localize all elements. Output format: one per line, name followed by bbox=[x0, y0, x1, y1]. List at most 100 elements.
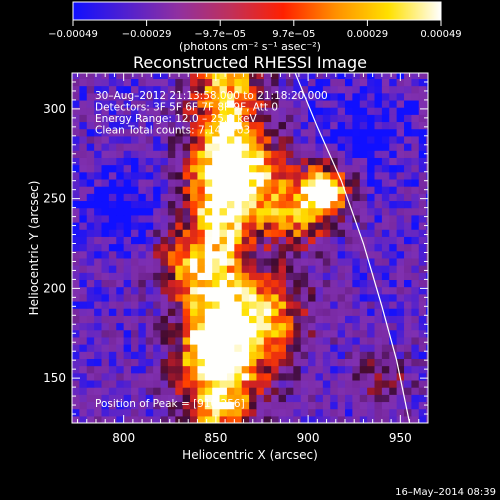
heatmap-cell bbox=[367, 121, 376, 130]
heatmap-cell bbox=[300, 243, 309, 252]
heatmap-cell bbox=[271, 178, 280, 187]
heatmap-cell bbox=[411, 387, 420, 395]
heatmap-cell bbox=[344, 164, 353, 173]
heatmap-cell bbox=[293, 265, 302, 273]
heatmap-cell bbox=[197, 229, 206, 237]
heatmap-cell bbox=[160, 178, 169, 187]
heatmap-cell bbox=[197, 92, 206, 101]
heatmap-cell bbox=[344, 387, 353, 395]
heatmap-cell bbox=[293, 157, 302, 166]
heatmap-cell bbox=[249, 272, 258, 281]
heatmap-cell bbox=[352, 92, 361, 101]
heatmap-cell bbox=[418, 351, 427, 359]
heatmap-cell bbox=[300, 379, 309, 388]
heatmap-cell bbox=[315, 401, 324, 410]
heatmap-cell bbox=[374, 99, 383, 108]
heatmap-cell bbox=[219, 293, 228, 302]
heatmap-cell bbox=[293, 415, 302, 423]
heatmap-cell bbox=[212, 236, 221, 245]
heatmap-cell bbox=[263, 85, 272, 94]
heatmap-cell bbox=[108, 99, 117, 108]
heatmap-cell bbox=[138, 257, 147, 266]
heatmap-cell bbox=[352, 193, 361, 202]
heatmap-cell bbox=[322, 114, 331, 123]
heatmap-cell bbox=[72, 229, 80, 237]
heatmap-cell bbox=[381, 265, 390, 273]
heatmap-cell bbox=[212, 121, 221, 130]
heatmap-cell bbox=[86, 236, 95, 245]
heatmap-cell bbox=[263, 236, 272, 245]
heatmap-cell bbox=[160, 401, 169, 410]
heatmap-cell bbox=[322, 250, 331, 259]
heatmap-cell bbox=[182, 358, 191, 367]
heatmap-cell bbox=[167, 164, 176, 173]
heatmap-cell bbox=[418, 415, 427, 423]
heatmap-cell bbox=[138, 107, 147, 115]
heatmap-cell bbox=[389, 265, 398, 273]
heatmap-cell bbox=[116, 128, 125, 137]
heatmap-cell bbox=[72, 143, 80, 151]
heatmap-cell bbox=[396, 394, 405, 403]
heatmap-cell bbox=[396, 329, 405, 338]
heatmap-cell bbox=[241, 308, 250, 316]
heatmap-cell bbox=[344, 135, 353, 144]
heatmap-cell bbox=[389, 92, 398, 101]
heatmap-cell bbox=[300, 121, 309, 130]
heatmap-cell bbox=[285, 408, 294, 417]
heatmap-cell bbox=[285, 315, 294, 324]
heatmap-cell bbox=[278, 408, 287, 417]
heatmap-cell bbox=[167, 143, 176, 151]
heatmap-cell bbox=[167, 73, 176, 79]
heatmap-cell bbox=[359, 178, 368, 187]
heatmap-cell bbox=[204, 293, 213, 302]
heatmap-cell bbox=[315, 372, 324, 381]
heatmap-cell bbox=[145, 351, 154, 359]
heatmap-cell bbox=[300, 272, 309, 281]
heatmap-cell bbox=[300, 114, 309, 123]
heatmap-cell bbox=[160, 257, 169, 266]
heatmap-cell bbox=[212, 207, 221, 216]
heatmap-cell bbox=[175, 243, 184, 252]
heatmap-cell bbox=[337, 200, 346, 209]
heatmap-cell bbox=[374, 401, 383, 410]
heatmap-cell bbox=[72, 207, 80, 216]
heatmap-cell bbox=[374, 394, 383, 403]
heatmap-cell bbox=[263, 207, 272, 216]
heatmap-cell bbox=[249, 171, 258, 180]
heatmap-cell bbox=[330, 372, 339, 381]
heatmap-cell bbox=[226, 73, 235, 79]
heatmap-cell bbox=[190, 128, 199, 137]
heatmap-cell bbox=[263, 293, 272, 302]
heatmap-cell bbox=[308, 329, 317, 338]
heatmap-cell bbox=[315, 379, 324, 388]
heatmap-cell bbox=[374, 200, 383, 209]
heatmap-cell bbox=[330, 73, 339, 79]
heatmap-cell bbox=[131, 150, 140, 158]
heatmap-cell bbox=[426, 229, 428, 237]
heatmap-cell bbox=[190, 394, 199, 403]
heatmap-cell bbox=[249, 401, 258, 410]
heatmap-cell bbox=[381, 73, 390, 79]
heatmap-cell bbox=[396, 186, 405, 194]
heatmap-cell bbox=[138, 387, 147, 395]
heatmap-cell bbox=[426, 279, 428, 288]
heatmap-cell bbox=[226, 236, 235, 245]
heatmap-cell bbox=[315, 193, 324, 202]
heatmap-cell bbox=[226, 200, 235, 209]
heatmap-cell bbox=[352, 272, 361, 281]
heatmap-cell bbox=[72, 214, 80, 223]
heatmap-cell bbox=[263, 401, 272, 410]
heatmap-cell bbox=[271, 207, 280, 216]
heatmap-cell bbox=[374, 178, 383, 187]
heatmap-cell bbox=[300, 286, 309, 295]
heatmap-cell bbox=[167, 358, 176, 367]
heatmap-cell bbox=[116, 229, 125, 237]
heatmap-cell bbox=[367, 401, 376, 410]
heatmap-cell bbox=[337, 229, 346, 237]
heatmap-cell bbox=[167, 99, 176, 108]
heatmap-cell bbox=[352, 214, 361, 223]
heatmap-cell bbox=[138, 308, 147, 316]
heatmap-cell bbox=[241, 73, 250, 79]
heatmap-cell bbox=[79, 178, 88, 187]
heatmap-cell bbox=[167, 207, 176, 216]
